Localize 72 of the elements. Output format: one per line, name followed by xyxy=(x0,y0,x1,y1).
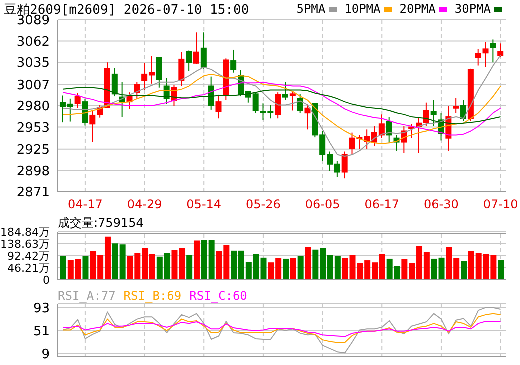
x-tick-label: 05-14 xyxy=(186,198,222,212)
candlestick xyxy=(475,48,482,66)
candlestick xyxy=(430,100,437,128)
candlestick xyxy=(342,151,348,180)
bar xyxy=(60,256,66,280)
line-series xyxy=(62,307,502,354)
y-tick-label: 2898 xyxy=(16,164,50,180)
y-tick-label: 184.84万 xyxy=(0,226,50,239)
y-tick-label: 2980 xyxy=(16,100,50,115)
y-tick-label: 0 xyxy=(43,274,50,287)
candlestick xyxy=(216,94,222,120)
x-tick-label: 06-05 xyxy=(305,198,340,212)
candlestick xyxy=(82,98,88,126)
x-tick-label: 04-29 xyxy=(127,198,162,212)
bar xyxy=(298,256,304,280)
bar xyxy=(82,256,89,280)
candlestick xyxy=(304,104,311,130)
candlestick xyxy=(386,116,392,144)
y-tick-label: 93 xyxy=(33,301,50,316)
y-tick-label: 2953 xyxy=(16,120,50,136)
x-tick-label: 07-10 xyxy=(483,198,518,212)
bar xyxy=(290,258,296,280)
candlestick xyxy=(482,42,489,68)
y-tick-label: 92.42万 xyxy=(8,250,50,263)
candlestick xyxy=(290,91,296,112)
candlestick xyxy=(178,52,185,87)
line-series xyxy=(62,320,502,338)
candlestick xyxy=(275,92,282,120)
y-tick-label: 9 xyxy=(42,347,50,362)
y-tick-label: 138.63万 xyxy=(0,238,50,251)
series-label: RSI_A:77 xyxy=(58,289,116,303)
candlestick xyxy=(230,49,237,74)
candlestick xyxy=(156,57,162,88)
candlestick xyxy=(193,32,200,65)
bar xyxy=(461,261,468,280)
legend-label: 20PMA xyxy=(400,2,436,16)
bar xyxy=(498,260,504,280)
candlestick xyxy=(282,82,288,101)
legend-label: 30PMA xyxy=(454,2,491,16)
bar xyxy=(305,247,312,280)
y-tick-label: 3035 xyxy=(16,56,50,72)
line-series xyxy=(62,74,502,144)
bar xyxy=(283,258,289,280)
candlestick xyxy=(112,68,118,98)
candlestick xyxy=(490,39,496,64)
y-tick-label: 51 xyxy=(33,324,50,340)
y-tick-label: 2871 xyxy=(16,186,50,201)
y-tick-label: 2925 xyxy=(16,143,50,158)
x-tick-label: 06-17 xyxy=(364,198,400,212)
y-tick-label: 3062 xyxy=(16,34,50,50)
series-label: RSI_B:69 xyxy=(124,289,182,303)
legend-label: 10PMA xyxy=(344,2,381,16)
chart-title: 成交量:759154 xyxy=(58,215,506,234)
series-label: RSI_C:60 xyxy=(190,289,248,303)
candlestick xyxy=(498,43,504,58)
x-tick-label: 05-26 xyxy=(246,198,281,212)
bar xyxy=(194,240,200,280)
candlestick xyxy=(423,102,430,128)
y-tick-label: 46.21万 xyxy=(8,262,50,275)
legend-label: 5PMA xyxy=(296,2,326,16)
candlestick xyxy=(134,82,140,100)
candlestick xyxy=(453,98,460,114)
candlestick xyxy=(200,32,207,70)
line-series xyxy=(62,313,502,344)
candlestick xyxy=(90,111,96,143)
candlestick xyxy=(297,94,304,114)
candlestick xyxy=(186,50,192,72)
y-tick-label: 3007 xyxy=(16,78,50,94)
candlestick xyxy=(74,92,81,109)
x-tick-label: 06-30 xyxy=(424,198,459,212)
bar xyxy=(186,255,193,280)
x-tick-label: 04-17 xyxy=(68,198,103,212)
